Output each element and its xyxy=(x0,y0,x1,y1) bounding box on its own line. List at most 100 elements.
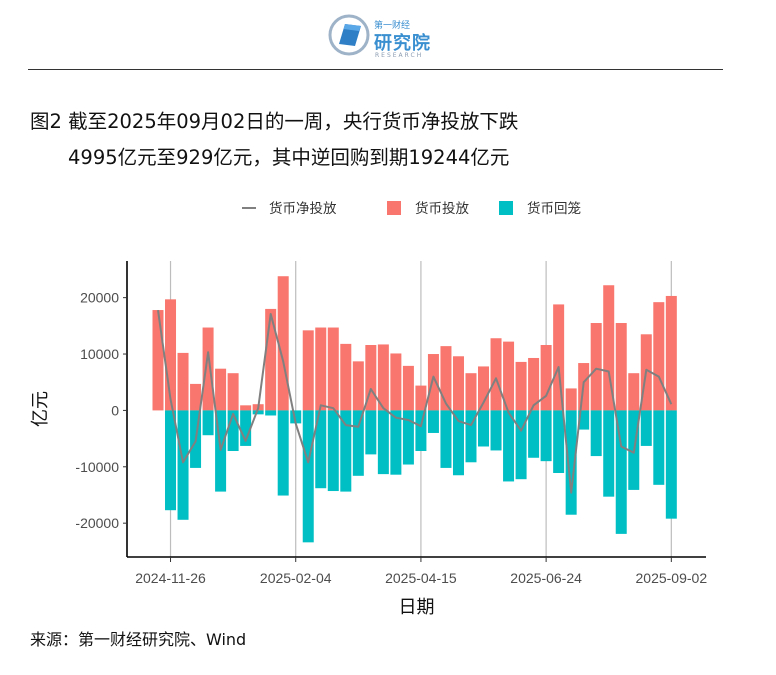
bar-injection xyxy=(365,345,377,411)
bar-withdrawal xyxy=(352,410,364,476)
bar-injection xyxy=(628,373,640,411)
x-tick-label: 2024-11-26 xyxy=(135,570,206,586)
bar-withdrawal xyxy=(640,410,652,446)
bar-injection xyxy=(202,327,214,411)
bar-withdrawal xyxy=(452,410,464,476)
bar-injection xyxy=(452,356,464,411)
bar-injection xyxy=(190,383,202,411)
bar-injection xyxy=(553,304,565,411)
bar-injection xyxy=(478,366,490,411)
bar-withdrawal xyxy=(653,410,665,485)
bar-withdrawal xyxy=(340,410,352,492)
y-axis-title: 亿元 xyxy=(30,391,51,427)
bar-withdrawal xyxy=(590,410,602,457)
bar-injection xyxy=(528,357,540,411)
legend-swatch-injection xyxy=(387,201,401,215)
bar-injection xyxy=(503,341,515,411)
logo-main-text: 研究院 xyxy=(374,33,431,54)
bar-withdrawal xyxy=(402,410,414,465)
bar-injection xyxy=(440,346,452,411)
bar-injection xyxy=(177,352,189,411)
x-tick-label: 2025-06-24 xyxy=(510,570,582,586)
bar-withdrawal xyxy=(265,410,277,416)
bar-withdrawal xyxy=(665,410,677,519)
bar-withdrawal xyxy=(390,410,402,475)
logo-sub-text: RESEARCH xyxy=(375,52,424,59)
bar-injection xyxy=(565,388,577,411)
legend-label-net: 货币净投放 xyxy=(269,200,337,217)
bar-injection xyxy=(327,327,339,411)
bar-injection xyxy=(603,285,615,411)
bar-withdrawal xyxy=(277,410,289,496)
bar-injection xyxy=(390,353,402,411)
bar-injection xyxy=(215,368,227,411)
bar-injection xyxy=(402,365,414,411)
y-tick-label: 0 xyxy=(111,402,119,418)
bar-injection xyxy=(540,345,552,411)
legend-label-injection: 货币投放 xyxy=(415,200,469,217)
bar-injection xyxy=(152,310,164,411)
logo-mark-icon xyxy=(328,14,370,56)
bar-withdrawal xyxy=(528,410,540,458)
bar-injection xyxy=(165,299,177,411)
bar-withdrawal xyxy=(615,410,627,534)
legend-label-withdrawal: 货币回笼 xyxy=(527,200,581,217)
bar-injection xyxy=(515,361,527,411)
net-line xyxy=(157,309,673,494)
bar-withdrawal xyxy=(503,410,515,482)
header-divider xyxy=(28,69,723,70)
bar-withdrawal xyxy=(290,410,302,424)
bar-withdrawal xyxy=(440,410,452,468)
bar-injection xyxy=(653,302,665,411)
bar-injection xyxy=(352,361,364,411)
y-tick-label: -20000 xyxy=(75,515,119,531)
logo-top-text: 第一财经 xyxy=(374,21,411,31)
bar-withdrawal xyxy=(427,410,439,433)
logo: 第一财经 研究院 RESEARCH xyxy=(328,14,438,60)
bar-withdrawal xyxy=(177,410,189,520)
bar-injection xyxy=(227,373,239,411)
bar-withdrawal xyxy=(252,410,264,415)
bar-injection xyxy=(302,330,314,411)
bar-withdrawal xyxy=(578,410,590,430)
bar-injection xyxy=(665,295,677,411)
bar-withdrawal xyxy=(465,410,477,463)
bar-withdrawal xyxy=(227,410,239,452)
bar-withdrawal xyxy=(553,410,565,473)
figure-title: 图2 截至2025年09月02日的一周，央行货币净投放下跌 4995亿元至929… xyxy=(30,104,730,176)
bar-injection xyxy=(427,354,439,411)
bar-withdrawal xyxy=(302,410,314,543)
bar-withdrawal xyxy=(478,410,490,447)
bar-injection xyxy=(465,373,477,411)
bar-injection xyxy=(265,308,277,411)
bar-withdrawal xyxy=(490,410,502,451)
bar-withdrawal xyxy=(540,410,552,462)
bar-withdrawal xyxy=(202,410,214,436)
title-line-2: 4995亿元至929亿元，其中逆回购到期19244亿元 xyxy=(68,146,510,169)
bar-injection xyxy=(415,385,427,411)
y-tick-label: 10000 xyxy=(80,346,119,362)
bar-injection xyxy=(377,344,389,411)
bar-withdrawal xyxy=(365,410,377,455)
bar-injection xyxy=(590,323,602,411)
title-line-1: 图2 截至2025年09月02日的一周，央行货币净投放下跌 xyxy=(30,110,519,133)
bar-withdrawal xyxy=(515,410,527,480)
bar-withdrawal xyxy=(315,410,327,489)
bar-withdrawal xyxy=(215,410,227,492)
bar-withdrawal xyxy=(565,410,577,515)
bar-injection xyxy=(240,405,252,411)
y-tick-label: -10000 xyxy=(75,459,119,475)
source-note: 来源：第一财经研究院、Wind xyxy=(30,630,247,649)
bar-injection xyxy=(490,338,502,411)
bar-injection xyxy=(277,276,289,411)
x-tick-label: 2025-04-15 xyxy=(385,570,457,586)
bar-withdrawal xyxy=(327,410,339,492)
bar-withdrawal xyxy=(377,410,389,475)
x-tick-label: 2025-09-02 xyxy=(636,570,708,586)
bar-withdrawal xyxy=(415,410,427,452)
bar-withdrawal xyxy=(240,410,252,446)
legend-swatch-withdrawal xyxy=(499,201,513,215)
bar-withdrawal xyxy=(603,410,615,497)
bar-withdrawal xyxy=(165,410,177,511)
